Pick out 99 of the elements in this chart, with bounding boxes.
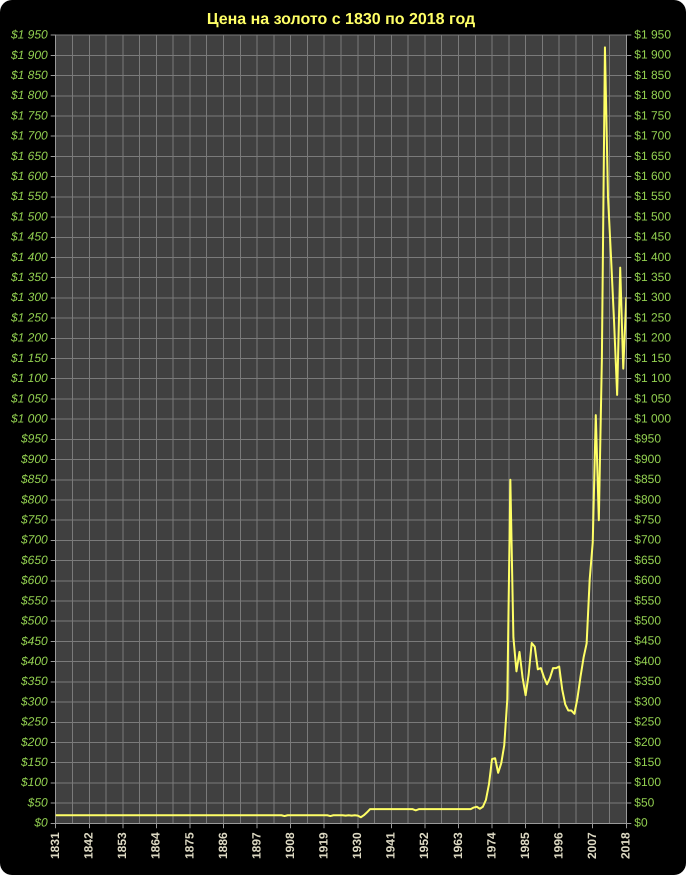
x-tick-label: 2007 <box>585 832 600 860</box>
y-tick-label: $200 <box>20 734 48 749</box>
x-tick-label: 1842 <box>82 832 96 860</box>
y2-tick-label: $100 <box>634 775 662 790</box>
y2-tick-label: $0 <box>634 816 648 830</box>
y-tick-label: $550 <box>20 593 48 608</box>
y-tick-label: $1 050 <box>10 391 48 406</box>
x-tick-label: 1853 <box>115 832 130 860</box>
y2-tick-label: $150 <box>634 754 662 769</box>
y-tick-label: $400 <box>20 654 48 668</box>
y2-tick-label: $700 <box>634 532 662 547</box>
y2-tick-label: $1 500 <box>634 209 672 224</box>
y2-tick-label: $1 950 <box>634 28 672 42</box>
y2-tick-label: $350 <box>634 674 662 688</box>
y-tick-label: $1 550 <box>10 189 48 204</box>
x-tick-label: 1897 <box>249 832 264 860</box>
y-tick-label: $1 150 <box>10 350 48 365</box>
y-tick-label: $500 <box>20 614 48 628</box>
y2-tick-label: $1 300 <box>634 290 672 304</box>
y2-tick-label: $1 700 <box>634 128 672 143</box>
y-tick-label: $950 <box>20 432 48 446</box>
y-tick-label: $1 700 <box>10 128 48 143</box>
y2-tick-label: $500 <box>634 614 662 628</box>
y2-tick-label: $600 <box>634 573 662 588</box>
x-tick-label: 1908 <box>282 832 297 860</box>
x-tick-label: 1875 <box>182 832 196 860</box>
y-tick-label: $100 <box>20 775 48 790</box>
y-tick-label: $300 <box>20 694 48 708</box>
y2-tick-label: $750 <box>634 512 662 526</box>
x-tick-label: 1974 <box>484 832 498 860</box>
y2-tick-label: $300 <box>634 694 662 708</box>
y-tick-label: $1 300 <box>10 290 48 304</box>
x-tick-label: 1930 <box>350 832 364 860</box>
y-tick-label: $1 350 <box>10 270 48 284</box>
y2-tick-label: $800 <box>634 492 662 506</box>
y-tick-label: $250 <box>20 714 48 729</box>
y-tick-label: $900 <box>20 452 48 466</box>
y-tick-label: $700 <box>20 532 48 547</box>
y2-tick-label: $1 350 <box>634 270 672 284</box>
y2-tick-label: $550 <box>634 593 662 608</box>
y-tick-label: $450 <box>20 634 48 648</box>
y-tick-label: $0 <box>33 816 48 830</box>
y-tick-label: $1 650 <box>10 148 48 163</box>
y-tick-label: $600 <box>20 573 48 588</box>
y-tick-label: $1 400 <box>10 250 48 264</box>
y2-tick-label: $200 <box>634 734 662 749</box>
x-tick-label: 2018 <box>618 832 633 860</box>
y2-tick-label: $1 750 <box>634 108 672 122</box>
y2-tick-label: $1 200 <box>634 330 672 345</box>
y2-tick-label: $950 <box>634 432 662 446</box>
x-tick-label: 1963 <box>450 832 465 860</box>
y-tick-label: $650 <box>20 552 48 567</box>
x-tick-label: 1996 <box>551 832 566 860</box>
y2-tick-label: $1 100 <box>634 371 672 386</box>
y-tick-label: $850 <box>20 472 48 486</box>
y-tick-label: $1 850 <box>10 68 48 82</box>
y-tick-label: $1 750 <box>10 108 48 122</box>
y-tick-label: $750 <box>20 512 48 527</box>
y-tick-label: $1 250 <box>10 310 48 324</box>
y2-tick-label: $250 <box>634 714 662 729</box>
y2-tick-label: $1 150 <box>634 350 672 365</box>
y2-tick-label: $1 050 <box>634 391 672 406</box>
y-tick-label: $800 <box>20 492 48 506</box>
chart-title: Цена на золото с 1830 по 2018 год <box>206 11 476 28</box>
y2-tick-label: $650 <box>634 552 662 567</box>
x-tick-label: 1941 <box>384 832 398 860</box>
y2-tick-label: $1 850 <box>634 68 672 82</box>
y2-tick-label: $450 <box>634 634 662 648</box>
y2-tick-label: $1 450 <box>634 230 672 244</box>
x-tick-label: 1864 <box>148 832 163 860</box>
y-tick-label: $1 000 <box>10 411 48 426</box>
y-tick-label: $50 <box>26 795 48 810</box>
x-tick-label: 1831 <box>48 832 62 860</box>
y-tick-label: $1 200 <box>10 330 48 345</box>
y2-tick-label: $1 250 <box>634 310 672 324</box>
y2-tick-label: $50 <box>634 795 655 810</box>
y-tick-label: $1 950 <box>10 28 48 42</box>
y2-tick-label: $1 600 <box>634 168 672 183</box>
y-tick-label: $1 100 <box>10 371 48 386</box>
y2-tick-label: $1 650 <box>634 148 672 163</box>
x-tick-label: 1985 <box>518 832 532 860</box>
y-tick-label: $150 <box>20 755 48 770</box>
y-tick-label: $350 <box>20 674 48 688</box>
x-tick-label: 1886 <box>216 832 230 860</box>
y2-tick-label: $1 000 <box>634 411 672 426</box>
y-tick-label: $1 450 <box>10 230 48 244</box>
y-tick-label: $1 500 <box>10 209 48 224</box>
y2-tick-label: $1 550 <box>634 189 672 204</box>
y2-tick-label: $400 <box>634 654 662 668</box>
y2-tick-label: $1 800 <box>634 88 672 102</box>
y2-tick-label: $900 <box>634 452 662 466</box>
y-tick-label: $1 900 <box>10 48 48 62</box>
y2-tick-label: $850 <box>634 472 662 486</box>
y2-tick-label: $1 900 <box>634 48 672 62</box>
y2-tick-label: $1 400 <box>634 250 672 264</box>
y-tick-label: $1 800 <box>10 88 48 102</box>
y-tick-label: $1 600 <box>10 169 48 183</box>
x-tick-label: 1919 <box>316 832 331 860</box>
x-tick-label: 1952 <box>417 832 432 860</box>
